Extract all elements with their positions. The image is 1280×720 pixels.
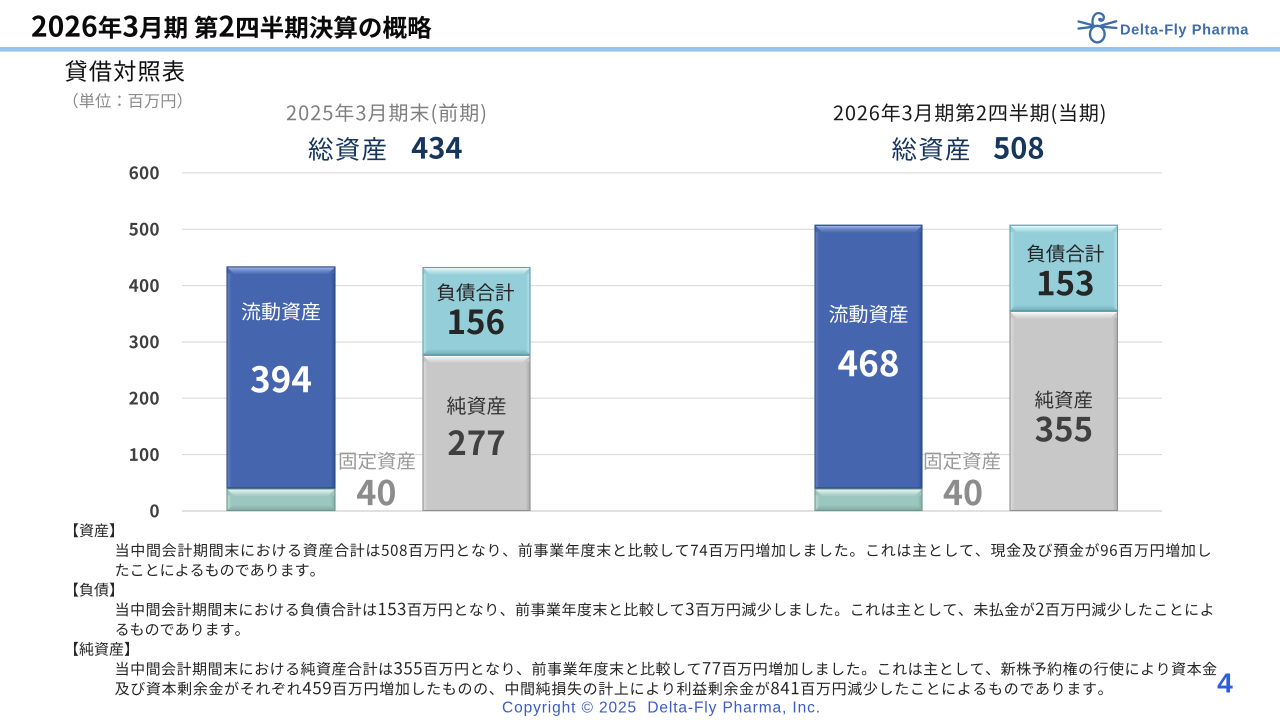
- svg-text:Delta-Fly Pharma: Delta-Fly Pharma: [1120, 22, 1249, 38]
- svg-text:4: 4: [1217, 667, 1233, 699]
- svg-text:Copyright © 2025 Delta-Fly Ph: Copyright © 2025 Delta-Fly Pharma, Inc.: [502, 699, 820, 716]
